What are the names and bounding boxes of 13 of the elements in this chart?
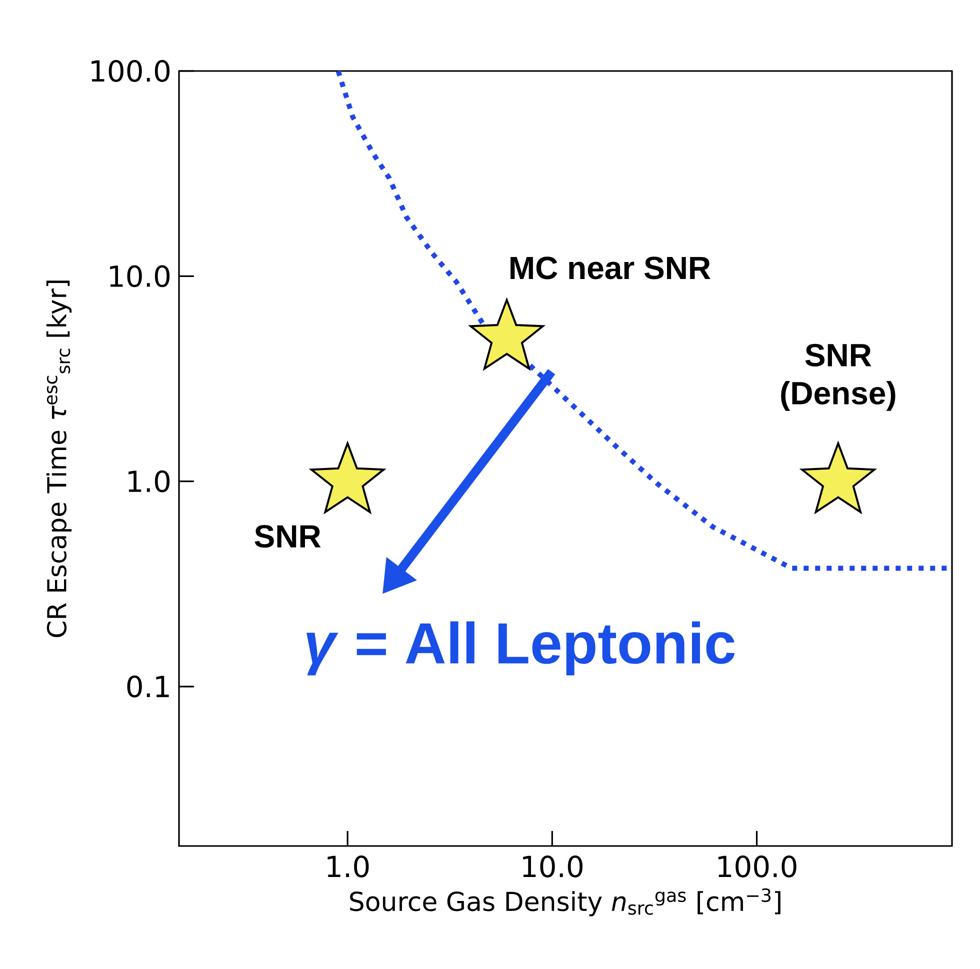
annotation: SNR (Dense) — [781, 344, 896, 411]
y-axis-title: CR Escape Time τ$^{esc}$$_{src}$ [kyr] — [46, 280, 72, 638]
x-tick-label: 1.0 — [328, 856, 369, 878]
y-tick-label: 1.0 — [128, 470, 170, 492]
x-tick-label: 100.0 — [718, 856, 796, 878]
annotation: MC near SNR — [510, 256, 710, 280]
x-tick-label: 10.0 — [523, 856, 583, 878]
annotation: SNR — [254, 525, 321, 548]
y-tick-label: 10.0 — [110, 265, 170, 288]
y-tick-label: 0.1 — [127, 676, 169, 698]
annotation: γ = All Leptonic — [306, 621, 735, 676]
y-tick-label: 100.0 — [92, 60, 170, 82]
x-axis-title: Source Gas Density n$_{src}$$^{gas}$ [cm$^{−3}$] — [350, 888, 780, 916]
